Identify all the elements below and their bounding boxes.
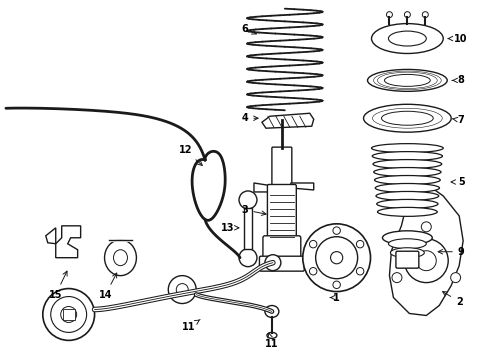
Circle shape xyxy=(404,12,410,18)
Ellipse shape xyxy=(389,31,426,46)
FancyBboxPatch shape xyxy=(268,184,296,242)
Polygon shape xyxy=(46,228,56,244)
Text: 8: 8 xyxy=(452,75,465,85)
Ellipse shape xyxy=(364,104,451,132)
Text: 11: 11 xyxy=(181,320,200,332)
Circle shape xyxy=(356,267,364,275)
Text: 15: 15 xyxy=(49,271,67,300)
Polygon shape xyxy=(254,183,273,192)
Circle shape xyxy=(310,240,317,248)
Ellipse shape xyxy=(376,192,439,201)
Circle shape xyxy=(422,12,428,18)
FancyBboxPatch shape xyxy=(259,256,304,271)
Ellipse shape xyxy=(373,159,442,168)
Ellipse shape xyxy=(389,239,426,249)
Polygon shape xyxy=(390,184,463,315)
Ellipse shape xyxy=(385,75,430,86)
Ellipse shape xyxy=(374,167,441,176)
Ellipse shape xyxy=(368,69,447,91)
Ellipse shape xyxy=(104,240,136,276)
Text: 12: 12 xyxy=(178,145,202,166)
Ellipse shape xyxy=(371,24,443,54)
Circle shape xyxy=(61,306,76,323)
Circle shape xyxy=(356,240,364,248)
FancyBboxPatch shape xyxy=(244,208,252,249)
Circle shape xyxy=(239,191,257,209)
Ellipse shape xyxy=(372,152,442,161)
Ellipse shape xyxy=(374,176,440,184)
Circle shape xyxy=(168,276,196,303)
Text: 3: 3 xyxy=(242,205,266,215)
Circle shape xyxy=(387,12,392,18)
Polygon shape xyxy=(262,113,314,128)
Ellipse shape xyxy=(391,248,424,258)
Circle shape xyxy=(333,227,341,234)
Text: 1: 1 xyxy=(330,293,340,302)
Text: 10: 10 xyxy=(448,33,468,44)
Circle shape xyxy=(392,273,402,283)
Ellipse shape xyxy=(375,184,440,193)
Text: 14: 14 xyxy=(99,273,117,300)
Circle shape xyxy=(416,251,436,271)
Text: 13: 13 xyxy=(221,223,239,233)
Circle shape xyxy=(239,249,257,267)
Text: 9: 9 xyxy=(438,247,465,257)
Text: 5: 5 xyxy=(451,177,465,187)
Circle shape xyxy=(451,273,461,283)
Ellipse shape xyxy=(383,231,432,245)
Circle shape xyxy=(316,237,358,279)
Circle shape xyxy=(310,267,317,275)
Text: 2: 2 xyxy=(442,292,463,306)
Circle shape xyxy=(265,255,281,271)
Circle shape xyxy=(303,224,370,292)
Ellipse shape xyxy=(377,199,438,208)
FancyBboxPatch shape xyxy=(263,236,301,262)
Ellipse shape xyxy=(267,332,277,338)
Ellipse shape xyxy=(377,207,437,216)
Circle shape xyxy=(176,284,188,296)
Circle shape xyxy=(404,239,448,283)
Circle shape xyxy=(43,289,95,340)
FancyBboxPatch shape xyxy=(396,251,419,268)
Ellipse shape xyxy=(265,306,279,318)
Text: 4: 4 xyxy=(242,113,258,123)
Text: 11: 11 xyxy=(265,333,279,349)
Text: 7: 7 xyxy=(452,115,465,125)
Ellipse shape xyxy=(114,250,127,266)
Polygon shape xyxy=(56,226,81,258)
Text: 6: 6 xyxy=(242,24,256,34)
Circle shape xyxy=(51,297,87,332)
Circle shape xyxy=(331,252,343,264)
Circle shape xyxy=(333,281,341,288)
Ellipse shape xyxy=(371,144,443,153)
Polygon shape xyxy=(291,183,314,190)
FancyBboxPatch shape xyxy=(63,309,74,320)
FancyBboxPatch shape xyxy=(272,147,292,187)
Ellipse shape xyxy=(382,111,433,125)
Circle shape xyxy=(421,222,431,232)
